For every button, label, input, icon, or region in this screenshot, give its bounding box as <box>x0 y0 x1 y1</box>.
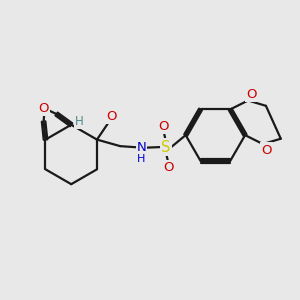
Text: N: N <box>137 141 146 154</box>
Text: O: O <box>38 102 49 115</box>
Text: O: O <box>163 161 174 174</box>
Text: H: H <box>75 115 83 128</box>
Text: H: H <box>137 154 146 164</box>
Text: O: O <box>158 120 169 133</box>
Text: O: O <box>246 88 257 101</box>
Text: O: O <box>106 110 117 123</box>
Text: O: O <box>261 143 272 157</box>
Text: S: S <box>161 140 171 154</box>
